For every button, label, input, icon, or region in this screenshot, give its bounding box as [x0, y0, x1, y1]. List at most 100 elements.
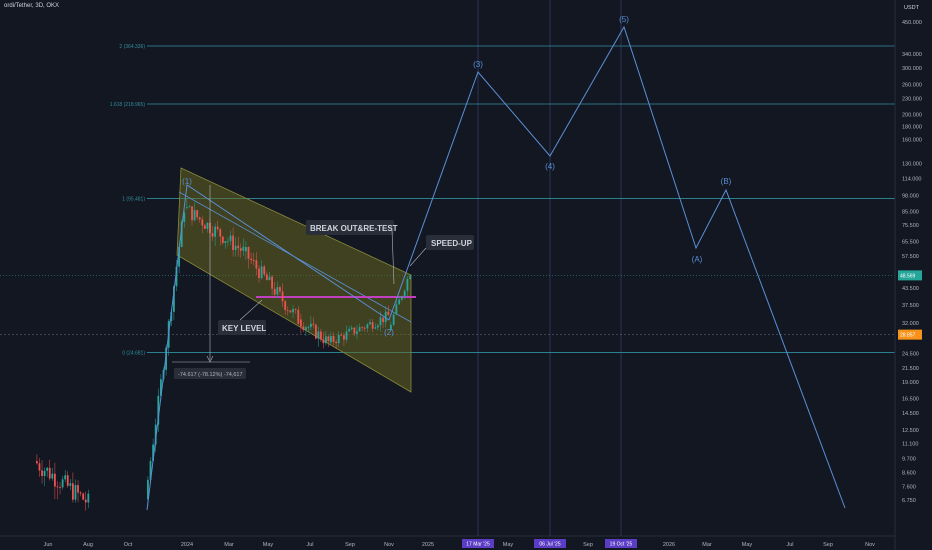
y-tick-label: 57.500 — [902, 254, 919, 260]
candle-body — [51, 473, 54, 479]
y-tick-label: 24.500 — [902, 351, 919, 357]
marker-price-tag — [898, 329, 922, 340]
candle-body — [374, 327, 377, 329]
candle-body — [279, 287, 281, 292]
candle-body — [61, 479, 64, 488]
candle-body — [340, 334, 343, 336]
candle-body — [198, 217, 201, 220]
y-tick-label: 85.000 — [902, 210, 919, 216]
time-marker-tag — [605, 539, 637, 548]
candle-body — [358, 327, 361, 332]
candle-body — [371, 322, 374, 329]
candle-body — [258, 268, 260, 279]
candle-body — [157, 395, 160, 425]
candle-body — [247, 247, 250, 259]
y-tick-label: 114.000 — [902, 176, 921, 182]
y-tick-label: 7.600 — [902, 485, 916, 491]
candle-body — [345, 331, 348, 340]
y-tick-label: 300.000 — [902, 66, 922, 72]
candle-body — [297, 309, 300, 324]
candle-body — [180, 221, 183, 248]
fib-level-label: 1.618 (218.965) — [110, 102, 146, 108]
y-tick-label: 21.500 — [902, 366, 919, 372]
candle-body — [276, 287, 279, 295]
candle-body — [74, 485, 77, 500]
wave-label: (A) — [692, 255, 703, 264]
candle-body — [395, 304, 398, 315]
candle-body — [260, 266, 263, 279]
y-tick-label: 260.000 — [902, 82, 922, 88]
candle-body — [203, 225, 206, 229]
candle-body — [302, 326, 305, 330]
wave-label: (1) — [182, 177, 192, 186]
y-tick-label: 75.500 — [902, 223, 919, 229]
candle-body — [56, 486, 59, 488]
y-tick-label: 43.500 — [902, 286, 919, 292]
candle-body — [160, 379, 162, 396]
candle-body — [239, 248, 242, 251]
y-tick-label: 130.000 — [902, 161, 922, 167]
candle-body — [173, 286, 175, 312]
candle-body — [72, 483, 74, 500]
candle-body — [268, 276, 271, 281]
speedup-pointer — [409, 247, 427, 267]
x-tick-label: May — [263, 542, 274, 548]
candle-body — [191, 206, 193, 221]
candle-body — [149, 460, 152, 480]
candle-body — [390, 324, 392, 331]
x-tick-label: Jul — [786, 542, 793, 548]
candle-body — [335, 341, 338, 344]
candle-body — [77, 485, 79, 493]
candle-body — [343, 335, 345, 340]
candle-body — [48, 467, 51, 479]
y-tick-label: 230.000 — [902, 96, 922, 102]
candle-body — [154, 424, 157, 445]
candle-body — [255, 260, 258, 269]
candle-body — [43, 470, 46, 477]
elliott-wave-projection: (1) (2) (3) (4) (5) (A) (B) — [146, 15, 846, 511]
candle-body — [315, 324, 317, 339]
candle-body — [369, 322, 371, 325]
candle-body — [216, 226, 219, 229]
keylevel-box — [218, 320, 266, 335]
keylevel-pointer — [239, 299, 263, 321]
marker-price-label: 28.857 — [900, 333, 916, 339]
candle-body — [41, 470, 43, 477]
x-tick-label: Sep — [583, 542, 593, 548]
candle-body — [38, 463, 41, 471]
candle-body — [332, 335, 335, 342]
fib-level-label: 0 (24.681) — [122, 350, 145, 356]
keylevel-label: KEY LEVEL — [222, 324, 266, 333]
candle-body — [87, 493, 90, 503]
candle-body — [312, 323, 315, 325]
candle-body — [46, 467, 49, 471]
candle-body — [294, 309, 297, 310]
candle-body — [219, 228, 222, 237]
y-tick-label: 98.000 — [902, 194, 919, 200]
candle-body — [366, 324, 369, 329]
measure-label: -74.617 (-78.12%) -74,617 — [178, 372, 243, 378]
x-tick-label: Nov — [384, 542, 394, 548]
candle-body — [300, 319, 302, 327]
candle-body — [84, 499, 87, 503]
candle-body — [398, 299, 401, 305]
time-marker-tag — [534, 539, 566, 548]
candle-body — [361, 327, 364, 329]
candle-body — [64, 475, 67, 480]
candle-body — [401, 296, 403, 300]
candle-body — [382, 317, 384, 323]
time-axis: Jun Aug Oct 2024 Mar May Jul Sep Nov 2025 May Sep 20… — [0, 535, 895, 548]
candle-body — [229, 235, 232, 241]
candle-body — [36, 461, 38, 464]
candle-body — [307, 327, 310, 328]
x-tick-label: Sep — [345, 542, 355, 548]
y-tick-label: 12.500 — [902, 428, 919, 434]
candle-body — [232, 235, 234, 250]
y-tick-label: 450.000 — [902, 20, 922, 26]
candle-body — [327, 336, 330, 342]
y-tick-label: 65.500 — [902, 239, 919, 245]
candle-body — [350, 327, 353, 330]
breakout-pointer — [391, 229, 395, 285]
x-tick-label: May — [503, 542, 514, 548]
